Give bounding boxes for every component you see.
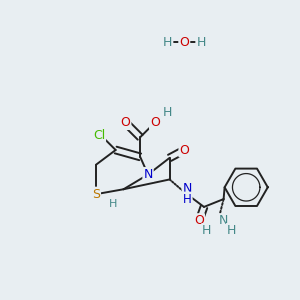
Text: H: H bbox=[109, 199, 117, 209]
Text: H: H bbox=[163, 106, 172, 119]
Text: H: H bbox=[196, 35, 206, 49]
Text: S: S bbox=[92, 188, 100, 201]
Text: H: H bbox=[227, 224, 236, 237]
Text: H: H bbox=[202, 224, 212, 237]
Text: O: O bbox=[179, 143, 189, 157]
Text: Cl: Cl bbox=[93, 129, 105, 142]
Text: O: O bbox=[179, 35, 189, 49]
Text: H: H bbox=[183, 193, 192, 206]
Text: O: O bbox=[194, 214, 204, 227]
Text: N: N bbox=[183, 182, 192, 195]
Text: O: O bbox=[121, 116, 130, 129]
Text: H: H bbox=[163, 35, 172, 49]
Text: N: N bbox=[143, 168, 153, 181]
Text: O: O bbox=[150, 116, 160, 129]
Text: N: N bbox=[219, 214, 228, 227]
